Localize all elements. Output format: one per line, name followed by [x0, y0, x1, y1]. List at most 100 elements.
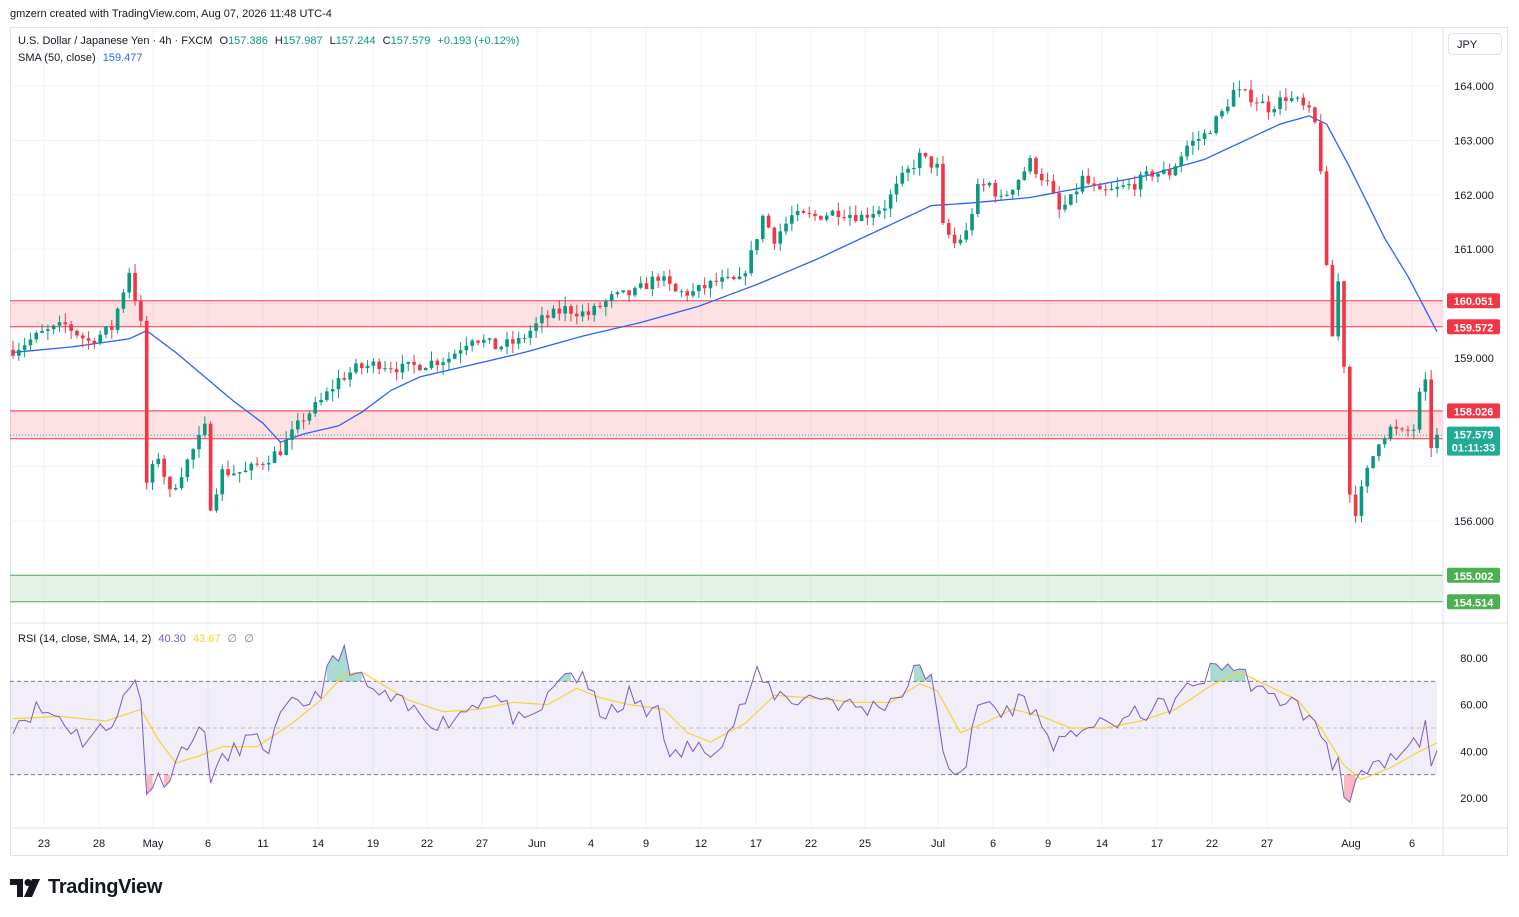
candle-body: [511, 339, 515, 344]
candle: [778, 223, 783, 251]
candle-body: [917, 152, 922, 168]
candle: [1348, 365, 1352, 503]
price-label-154-514[interactable]: 154.514: [1447, 594, 1500, 610]
candle-body: [348, 372, 352, 380]
candle: [644, 277, 649, 290]
candle-body: [75, 330, 79, 336]
candle-body: [766, 215, 771, 228]
candle: [1103, 184, 1108, 197]
candle-body: [110, 326, 114, 330]
candle-body: [1086, 175, 1091, 184]
candle: [388, 361, 393, 374]
rsi-tick-label: 40.00: [1460, 746, 1488, 758]
candle-body: [92, 340, 97, 344]
price-label-158-026[interactable]: 158.026: [1447, 403, 1500, 419]
sma-line: [12, 115, 1438, 443]
candle-body: [359, 363, 364, 369]
candle-body: [557, 308, 562, 314]
candle: [853, 205, 858, 223]
candle: [1156, 173, 1160, 183]
candle: [1336, 273, 1340, 341]
candle: [824, 212, 829, 222]
candle-body: [534, 323, 538, 331]
candle: [179, 467, 184, 491]
candle-body: [1336, 281, 1340, 337]
candle-body: [755, 239, 759, 251]
candle-body: [394, 369, 399, 373]
rsi-extra-2: ∅: [244, 633, 254, 645]
candle: [191, 447, 195, 469]
candle: [1191, 131, 1195, 156]
price-label-155-002[interactable]: 155.002: [1447, 567, 1500, 583]
rsi-overbought-fill: [326, 645, 362, 682]
candle-body: [1348, 366, 1352, 495]
candle: [1417, 387, 1422, 434]
candle: [1051, 174, 1056, 195]
candle: [220, 464, 225, 502]
candle: [1162, 161, 1166, 175]
price-label-159-572-text: 159.572: [1454, 322, 1494, 334]
price-legend: U.S. Dollar / Japanese Yen · 4h · FXCM O…: [18, 35, 523, 47]
candle: [1202, 129, 1207, 146]
candle-body: [1318, 122, 1323, 172]
price-label-160-051[interactable]: 160.051: [1447, 293, 1500, 309]
candle-body: [1039, 173, 1044, 181]
candle: [522, 333, 527, 343]
candle: [1260, 93, 1265, 104]
candle-body: [232, 473, 236, 476]
x-tick-label: 22: [805, 838, 817, 850]
candle: [1150, 169, 1155, 181]
candle: [755, 238, 759, 255]
candle: [423, 367, 428, 371]
candle-body: [458, 350, 463, 354]
candle-body: [272, 451, 277, 463]
rsi-legend[interactable]: RSI (14, close, SMA, 14, 2) 40.30 43.67 …: [18, 632, 258, 645]
candle: [836, 202, 841, 226]
candle-body: [406, 361, 411, 364]
candle-body: [1103, 189, 1108, 191]
candle-body: [1167, 169, 1172, 176]
price-label-159-572[interactable]: 159.572: [1447, 319, 1500, 335]
candle-body: [220, 469, 225, 495]
candle-body: [1377, 444, 1381, 457]
candle: [685, 289, 690, 302]
candle: [261, 461, 265, 471]
candle: [697, 284, 701, 298]
candle: [435, 358, 440, 372]
price-tick-label: 163.000: [1454, 135, 1494, 147]
candle-body: [249, 463, 254, 471]
sma-label: SMA (50, close): [18, 52, 96, 64]
candle-body: [1237, 89, 1242, 91]
candle-body: [685, 291, 690, 296]
candle-body: [226, 469, 230, 476]
candle: [46, 324, 50, 340]
candle-body: [284, 439, 288, 455]
candle: [1173, 163, 1178, 177]
candle-body: [1289, 98, 1294, 101]
symbol-name[interactable]: U.S. Dollar / Japanese Yen · 4h · FXCM: [18, 35, 213, 47]
candle-body: [1423, 379, 1428, 392]
candle-body: [1150, 171, 1155, 177]
tradingview-logo[interactable]: TradingView: [10, 876, 162, 899]
candle-body: [865, 214, 870, 218]
candle-body: [1045, 180, 1050, 182]
currency-button[interactable]: JPY: [1448, 33, 1502, 55]
candle-body: [325, 391, 329, 400]
candle: [1132, 175, 1137, 196]
candle: [726, 268, 730, 280]
candle: [17, 342, 21, 361]
candle-body: [598, 305, 602, 308]
candle: [1400, 426, 1404, 433]
candle-body: [452, 353, 457, 359]
candle: [708, 279, 713, 298]
sma-legend[interactable]: SMA (50, close) 159.477: [18, 52, 146, 64]
candle-body: [499, 346, 504, 350]
rsi-oversold-fill: [164, 774, 170, 788]
candle-body: [1057, 193, 1062, 210]
candle: [888, 189, 893, 218]
candle-body: [383, 368, 387, 370]
candle: [848, 206, 852, 226]
candle: [633, 286, 637, 298]
